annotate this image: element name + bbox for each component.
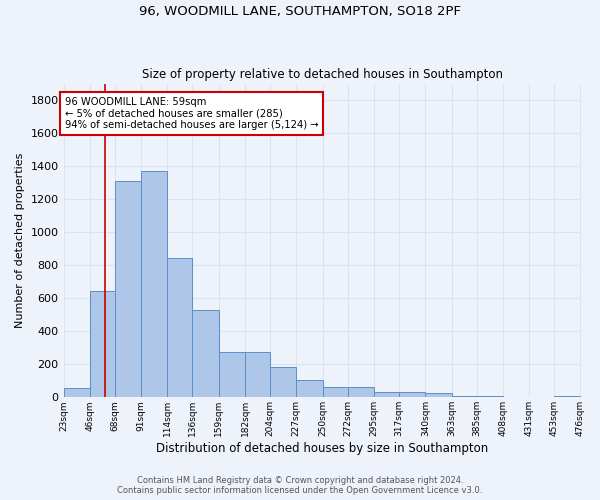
Bar — [141, 171, 167, 398]
Bar — [64, 388, 90, 398]
Title: Size of property relative to detached houses in Southampton: Size of property relative to detached ho… — [142, 68, 503, 81]
Y-axis label: Number of detached properties: Number of detached properties — [15, 152, 25, 328]
X-axis label: Distribution of detached houses by size in Southampton: Distribution of detached houses by size … — [156, 442, 488, 455]
Bar — [90, 291, 115, 398]
Bar — [270, 366, 296, 398]
Bar — [476, 396, 503, 398]
Bar — [219, 352, 245, 398]
Bar — [115, 181, 141, 398]
Text: 96, WOODMILL LANE, SOUTHAMPTON, SO18 2PF: 96, WOODMILL LANE, SOUTHAMPTON, SO18 2PF — [139, 5, 461, 18]
Text: 96 WOODMILL LANE: 59sqm
← 5% of detached houses are smaller (285)
94% of semi-de: 96 WOODMILL LANE: 59sqm ← 5% of detached… — [65, 97, 319, 130]
Bar — [554, 396, 580, 398]
Bar — [323, 386, 347, 398]
Bar — [399, 392, 425, 398]
Text: Contains HM Land Registry data © Crown copyright and database right 2024.
Contai: Contains HM Land Registry data © Crown c… — [118, 476, 482, 495]
Bar — [347, 386, 374, 398]
Bar — [452, 396, 476, 398]
Bar — [374, 392, 399, 398]
Bar — [245, 352, 270, 398]
Bar — [425, 393, 452, 398]
Bar — [296, 380, 323, 398]
Bar — [193, 310, 219, 398]
Bar — [167, 258, 193, 398]
